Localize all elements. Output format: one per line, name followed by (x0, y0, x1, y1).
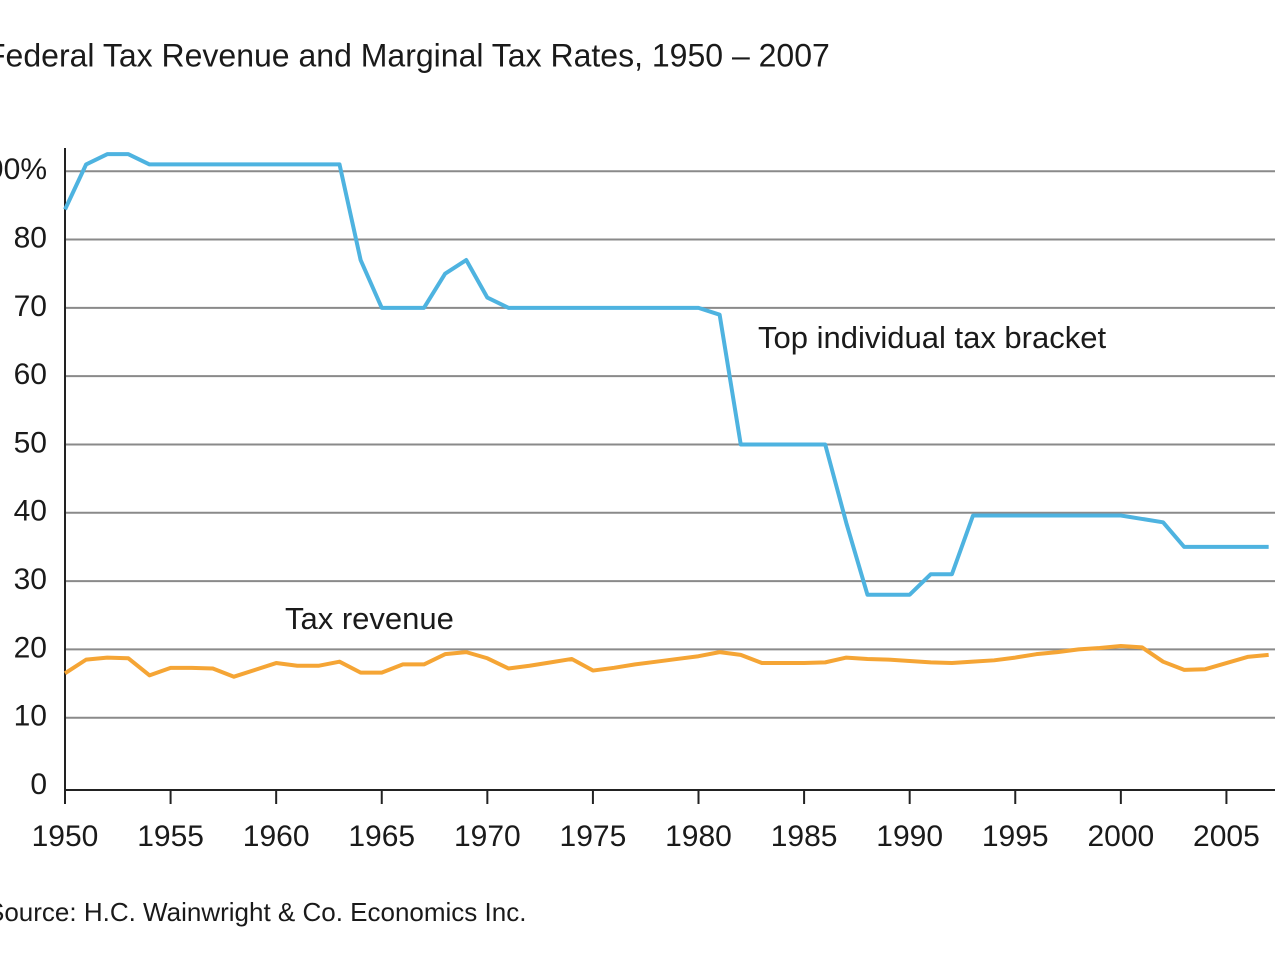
series-line (63, 152, 1269, 597)
x-tick-label: 2000 (1087, 820, 1154, 853)
y-tick-label: 20 (14, 631, 47, 664)
x-tick-label: 1960 (243, 820, 310, 853)
x-tick-label: 1950 (32, 820, 99, 853)
y-tick-label: 90% (0, 153, 47, 186)
y-tick-label: 0 (30, 768, 47, 801)
y-tick-label: 60 (14, 358, 47, 391)
x-tick-label: 1955 (137, 820, 204, 853)
y-tick-label: 80 (14, 221, 47, 254)
annotation: Top individual tax bracket (758, 320, 1106, 355)
x-tick-label: 1995 (982, 820, 1049, 853)
x-tick-label: 1975 (560, 820, 627, 853)
x-tick-label: 1970 (454, 820, 521, 853)
x-tick-label: 1980 (665, 820, 732, 853)
x-tick-label: 1965 (348, 820, 415, 853)
y-tick-label: 10 (14, 700, 47, 733)
y-tick-label: 50 (14, 426, 47, 459)
y-tick-label: 30 (14, 563, 47, 596)
y-tick-label: 40 (14, 495, 47, 528)
y-tick-label: 70 (14, 290, 47, 323)
source-note: Source: H.C. Wainwright & Co. Economics … (0, 897, 526, 927)
chart-title: Federal Tax Revenue and Marginal Tax Rat… (0, 37, 830, 73)
x-tick-label: 1985 (771, 820, 838, 853)
annotation: Tax revenue (285, 601, 454, 636)
series-line (63, 643, 1269, 679)
x-tick-label: 1990 (876, 820, 943, 853)
x-tick-label: 2005 (1193, 820, 1260, 853)
